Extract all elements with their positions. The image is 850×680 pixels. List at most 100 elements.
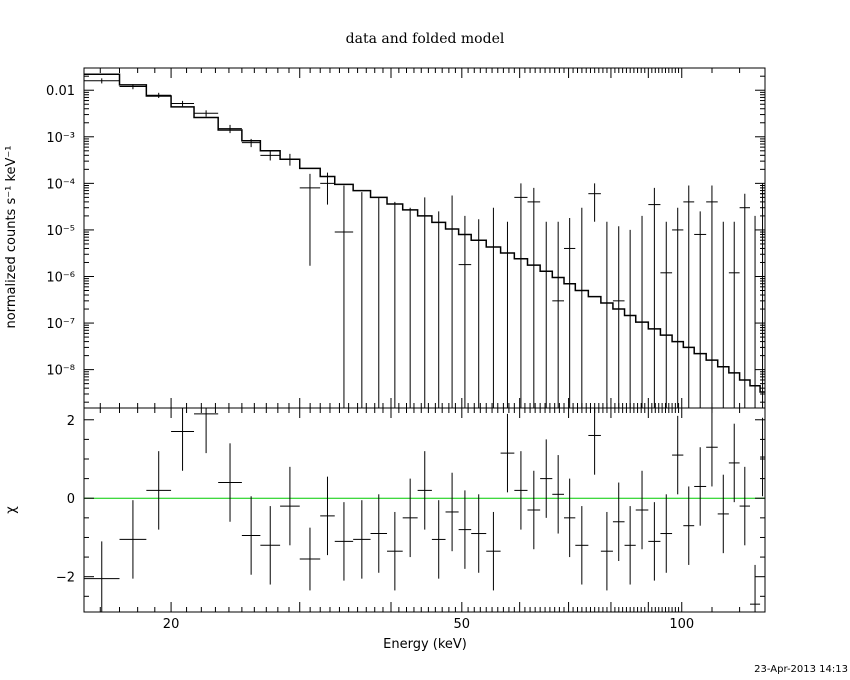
spectrum-y-axis-label: normalized counts s⁻¹ keV⁻¹	[4, 146, 19, 329]
data-point	[280, 153, 300, 166]
data-point	[706, 185, 718, 408]
data-point	[739, 193, 751, 408]
residual-point	[431, 500, 446, 579]
data-point	[119, 84, 147, 90]
residual-point	[353, 500, 371, 579]
residual-point	[458, 490, 472, 569]
data-point	[171, 100, 195, 107]
y-tick-label: 2	[67, 414, 75, 429]
residual-point	[648, 502, 661, 581]
data-point	[353, 192, 371, 409]
data-point	[260, 150, 281, 161]
timestamp: 23-Apr-2013 14:13	[754, 664, 848, 675]
data-point	[588, 183, 601, 222]
data-point	[660, 221, 673, 408]
data-point	[635, 215, 649, 409]
data-point	[717, 221, 729, 409]
residual-point	[402, 478, 418, 558]
y-tick-label: 10⁻⁴	[46, 177, 75, 192]
data-point	[760, 183, 765, 408]
residual-point	[588, 408, 601, 475]
y-tick-label: 10⁻⁸	[46, 364, 75, 379]
residual-point	[660, 494, 673, 573]
residual-point	[575, 506, 589, 585]
residual-point	[417, 451, 432, 530]
x-tick-label: 50	[454, 617, 471, 632]
data-point	[471, 219, 487, 409]
x-tick-label: 100	[669, 617, 694, 632]
residual-point	[84, 541, 120, 612]
data-point	[445, 195, 459, 409]
residual-point	[706, 408, 718, 487]
residual-point	[471, 494, 487, 573]
data-point	[750, 215, 761, 409]
residual-point	[500, 413, 515, 493]
spectrum-data	[84, 78, 765, 409]
data-point	[527, 187, 541, 408]
data-point	[564, 218, 576, 408]
residual-point	[728, 423, 740, 503]
y-tick-label: 10⁻⁶	[46, 270, 75, 285]
residual-point	[280, 466, 300, 546]
residual-point	[320, 476, 335, 556]
residual-point	[552, 455, 565, 534]
x-axis-label: Energy (keV)	[383, 637, 467, 652]
data-point	[84, 78, 120, 84]
data-point	[431, 211, 446, 409]
x-tick-label: 20	[163, 617, 180, 632]
residual-point	[146, 451, 172, 530]
residual-point	[750, 564, 761, 612]
y-tick-label: −2	[56, 571, 75, 586]
residual-point	[717, 474, 729, 554]
residual-point	[194, 408, 219, 454]
residual-point	[739, 466, 751, 546]
residual-point	[445, 472, 459, 552]
residual-point	[760, 417, 765, 497]
residual-point	[540, 439, 553, 518]
data-point	[387, 201, 403, 409]
residual-point	[694, 447, 707, 526]
residual-point	[171, 408, 195, 471]
data-point	[218, 124, 242, 134]
data-point	[648, 187, 661, 408]
y-tick-label: 10⁻⁵	[46, 224, 75, 239]
residual-point	[612, 482, 625, 561]
data-point	[612, 226, 625, 408]
residual-point	[218, 443, 242, 522]
residual-point	[241, 496, 261, 575]
data-point	[241, 138, 261, 148]
data-point	[683, 185, 695, 408]
y-tick-label: 10⁻³	[46, 131, 75, 146]
residual-point	[119, 500, 147, 579]
residual-point	[635, 470, 649, 550]
residual-y-axis-label: χ	[4, 506, 19, 514]
residual-point	[299, 527, 321, 591]
data-point	[458, 215, 472, 408]
y-tick-label: 10⁻⁷	[46, 317, 75, 332]
data-point	[500, 221, 515, 409]
data-point	[552, 221, 565, 408]
data-point	[728, 221, 740, 408]
spectrum-panel: 0.01 10⁻³ 10⁻⁴ 10⁻⁵ 10⁻⁶ 10⁻⁷ 10⁻⁸ normalized …	[4, 67, 766, 409]
residual-point	[260, 506, 281, 585]
spectrum-y-ticks: 0.01 10⁻³ 10⁻⁴ 10⁻⁵ 10⁻⁶ 10⁻⁷ 10⁻⁸	[46, 67, 765, 403]
data-point	[402, 207, 418, 409]
data-point	[694, 211, 707, 408]
residual-point	[387, 511, 403, 591]
data-point	[575, 207, 589, 409]
data-point	[299, 173, 321, 266]
residual-point	[600, 511, 613, 591]
residual-point	[486, 511, 501, 591]
residual-point	[370, 494, 388, 573]
data-point	[417, 197, 432, 409]
residual-point	[527, 470, 541, 550]
y-tick-label: 0	[67, 492, 75, 507]
residual-point	[683, 486, 695, 565]
data-point	[624, 229, 636, 409]
data-point	[320, 172, 335, 205]
residual-point	[564, 478, 576, 558]
chart-title: data and folded model	[346, 31, 505, 47]
y-tick-label: 0.01	[46, 84, 75, 99]
residual-point	[672, 415, 684, 495]
